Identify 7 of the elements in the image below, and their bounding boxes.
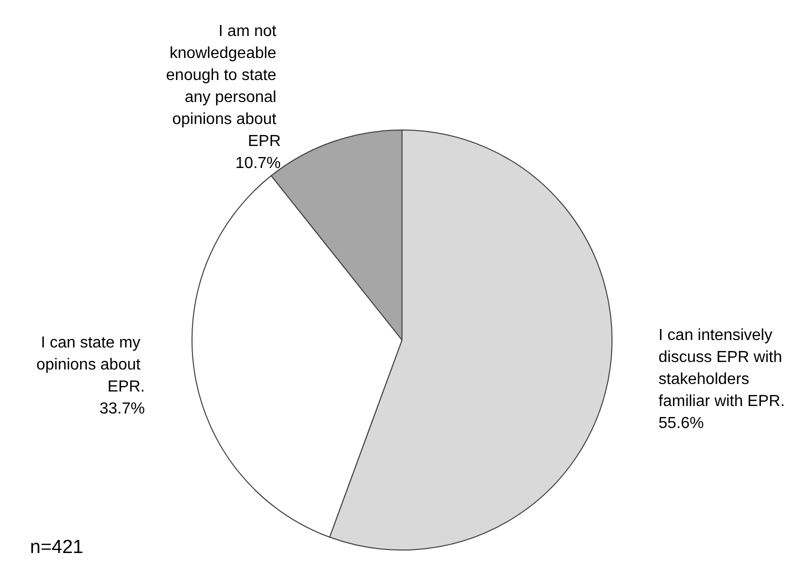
data-label: 33.7% bbox=[100, 400, 145, 418]
slice-label: I can state my opinions about EPR. bbox=[36, 334, 145, 396]
data-label: 10.7% bbox=[235, 155, 281, 172]
slice-label: I can intensively discuss EPR with stakeholders familiar with EPR. bbox=[658, 326, 787, 410]
data-label: 55.6% bbox=[658, 414, 704, 432]
text: n=421 bbox=[30, 537, 84, 558]
slice-label: I am not knowledgeable enough to state any personal opinions about EPR bbox=[166, 23, 281, 150]
